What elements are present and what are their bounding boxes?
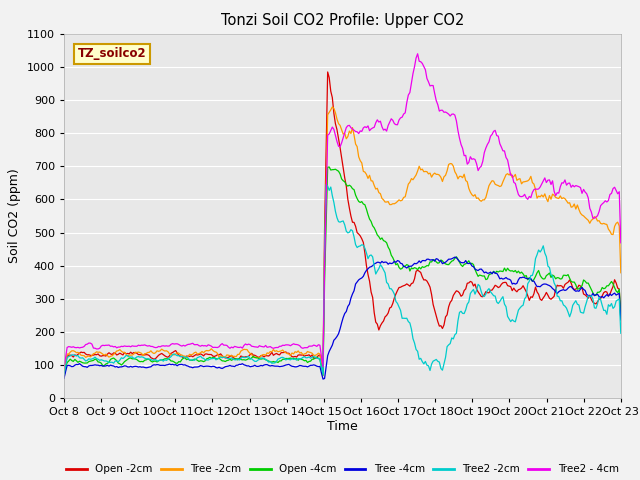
Title: Tonzi Soil CO2 Profile: Upper CO2: Tonzi Soil CO2 Profile: Upper CO2 [221,13,464,28]
X-axis label: Time: Time [327,420,358,433]
Y-axis label: Soil CO2 (ppm): Soil CO2 (ppm) [8,168,21,264]
Text: TZ_soilco2: TZ_soilco2 [78,48,147,60]
Legend: Open -2cm, Tree -2cm, Open -4cm, Tree -4cm, Tree2 -2cm, Tree2 - 4cm: Open -2cm, Tree -2cm, Open -4cm, Tree -4… [62,460,623,479]
